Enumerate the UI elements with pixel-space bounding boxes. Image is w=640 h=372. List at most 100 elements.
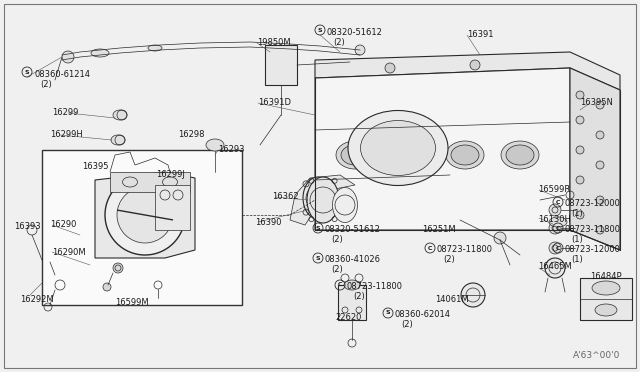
Text: (2): (2)	[333, 38, 345, 47]
Circle shape	[105, 175, 185, 255]
Text: 08723-11800: 08723-11800	[565, 225, 621, 234]
Circle shape	[549, 204, 561, 216]
Text: 16290: 16290	[50, 220, 76, 229]
Text: 08723-11800: 08723-11800	[437, 245, 493, 254]
Circle shape	[549, 222, 561, 234]
Text: 16395N: 16395N	[580, 98, 613, 107]
Circle shape	[355, 45, 365, 55]
Text: S: S	[317, 28, 323, 32]
Ellipse shape	[396, 145, 424, 165]
Text: 16484P: 16484P	[590, 272, 621, 281]
Text: 08723-11800: 08723-11800	[347, 282, 403, 291]
Text: S: S	[316, 256, 320, 260]
Ellipse shape	[341, 145, 369, 165]
Bar	[580, 278, 632, 320]
Ellipse shape	[360, 121, 435, 176]
Text: 16299H: 16299H	[50, 130, 83, 139]
Circle shape	[576, 211, 584, 219]
Text: 16299J: 16299J	[156, 170, 185, 179]
Text: (2): (2)	[331, 265, 343, 274]
Text: 16292M: 16292M	[20, 295, 54, 304]
Bar	[42, 150, 242, 305]
Ellipse shape	[451, 145, 479, 165]
Text: 16298: 16298	[178, 130, 205, 139]
Text: 16599M: 16599M	[115, 298, 148, 307]
Circle shape	[103, 283, 111, 291]
Circle shape	[596, 161, 604, 169]
Ellipse shape	[113, 110, 127, 120]
Text: 16299: 16299	[52, 108, 78, 117]
Circle shape	[385, 63, 395, 73]
Text: 16290M: 16290M	[52, 248, 86, 257]
Ellipse shape	[592, 281, 620, 295]
Circle shape	[596, 101, 604, 109]
Ellipse shape	[501, 141, 539, 169]
Ellipse shape	[446, 141, 484, 169]
Ellipse shape	[506, 145, 534, 165]
Ellipse shape	[111, 135, 125, 145]
Text: 16251M: 16251M	[422, 225, 456, 234]
Polygon shape	[95, 172, 195, 258]
Circle shape	[596, 131, 604, 139]
Text: S: S	[25, 70, 29, 74]
Polygon shape	[315, 68, 570, 230]
Text: S: S	[316, 225, 320, 231]
Polygon shape	[570, 68, 620, 250]
Text: 08360-62014: 08360-62014	[395, 310, 451, 319]
Circle shape	[596, 196, 604, 204]
Text: 16599R: 16599R	[538, 185, 570, 194]
Text: 16362: 16362	[272, 192, 299, 201]
Circle shape	[470, 60, 480, 70]
Text: 16391D: 16391D	[258, 98, 291, 107]
Text: (2): (2)	[401, 320, 413, 329]
Polygon shape	[290, 175, 355, 225]
Text: C: C	[556, 246, 560, 250]
Text: (2): (2)	[40, 80, 52, 89]
Ellipse shape	[91, 49, 109, 57]
Circle shape	[545, 258, 565, 278]
Text: 08360-61214: 08360-61214	[34, 70, 90, 79]
Circle shape	[576, 176, 584, 184]
Text: 08320-51612: 08320-51612	[325, 225, 381, 234]
Text: S: S	[386, 311, 390, 315]
Circle shape	[596, 226, 604, 234]
Text: C: C	[428, 246, 432, 250]
Ellipse shape	[336, 141, 374, 169]
Bar	[155, 185, 190, 230]
Ellipse shape	[206, 139, 224, 151]
Ellipse shape	[333, 187, 358, 222]
Ellipse shape	[148, 45, 162, 51]
Text: 22620: 22620	[335, 313, 362, 322]
Text: (2): (2)	[331, 235, 343, 244]
Text: 19850M: 19850M	[257, 38, 291, 47]
Text: C: C	[556, 199, 560, 205]
Circle shape	[461, 283, 485, 307]
Ellipse shape	[344, 280, 360, 290]
Text: C: C	[338, 282, 342, 288]
Circle shape	[494, 232, 506, 244]
Ellipse shape	[391, 141, 429, 169]
Circle shape	[117, 187, 173, 243]
Circle shape	[576, 146, 584, 154]
Text: 08723-12000: 08723-12000	[565, 199, 621, 208]
Text: 08723-12000: 08723-12000	[565, 245, 621, 254]
Text: 16390: 16390	[255, 218, 282, 227]
Text: 16391: 16391	[467, 30, 493, 39]
Text: A'63^00'0: A'63^00'0	[573, 351, 620, 360]
Text: (1): (1)	[571, 255, 583, 264]
Text: 16465M: 16465M	[538, 262, 572, 271]
Polygon shape	[315, 52, 620, 90]
Text: C: C	[556, 225, 560, 231]
Circle shape	[576, 116, 584, 124]
Text: (2): (2)	[443, 255, 455, 264]
Ellipse shape	[348, 110, 448, 186]
Bar	[338, 285, 366, 320]
Circle shape	[113, 263, 123, 273]
Text: (1): (1)	[571, 209, 583, 218]
Ellipse shape	[307, 177, 339, 223]
Text: 16395: 16395	[82, 162, 109, 171]
Text: 16130H: 16130H	[538, 215, 571, 224]
Circle shape	[549, 242, 561, 254]
Bar	[110, 172, 190, 192]
Circle shape	[576, 91, 584, 99]
